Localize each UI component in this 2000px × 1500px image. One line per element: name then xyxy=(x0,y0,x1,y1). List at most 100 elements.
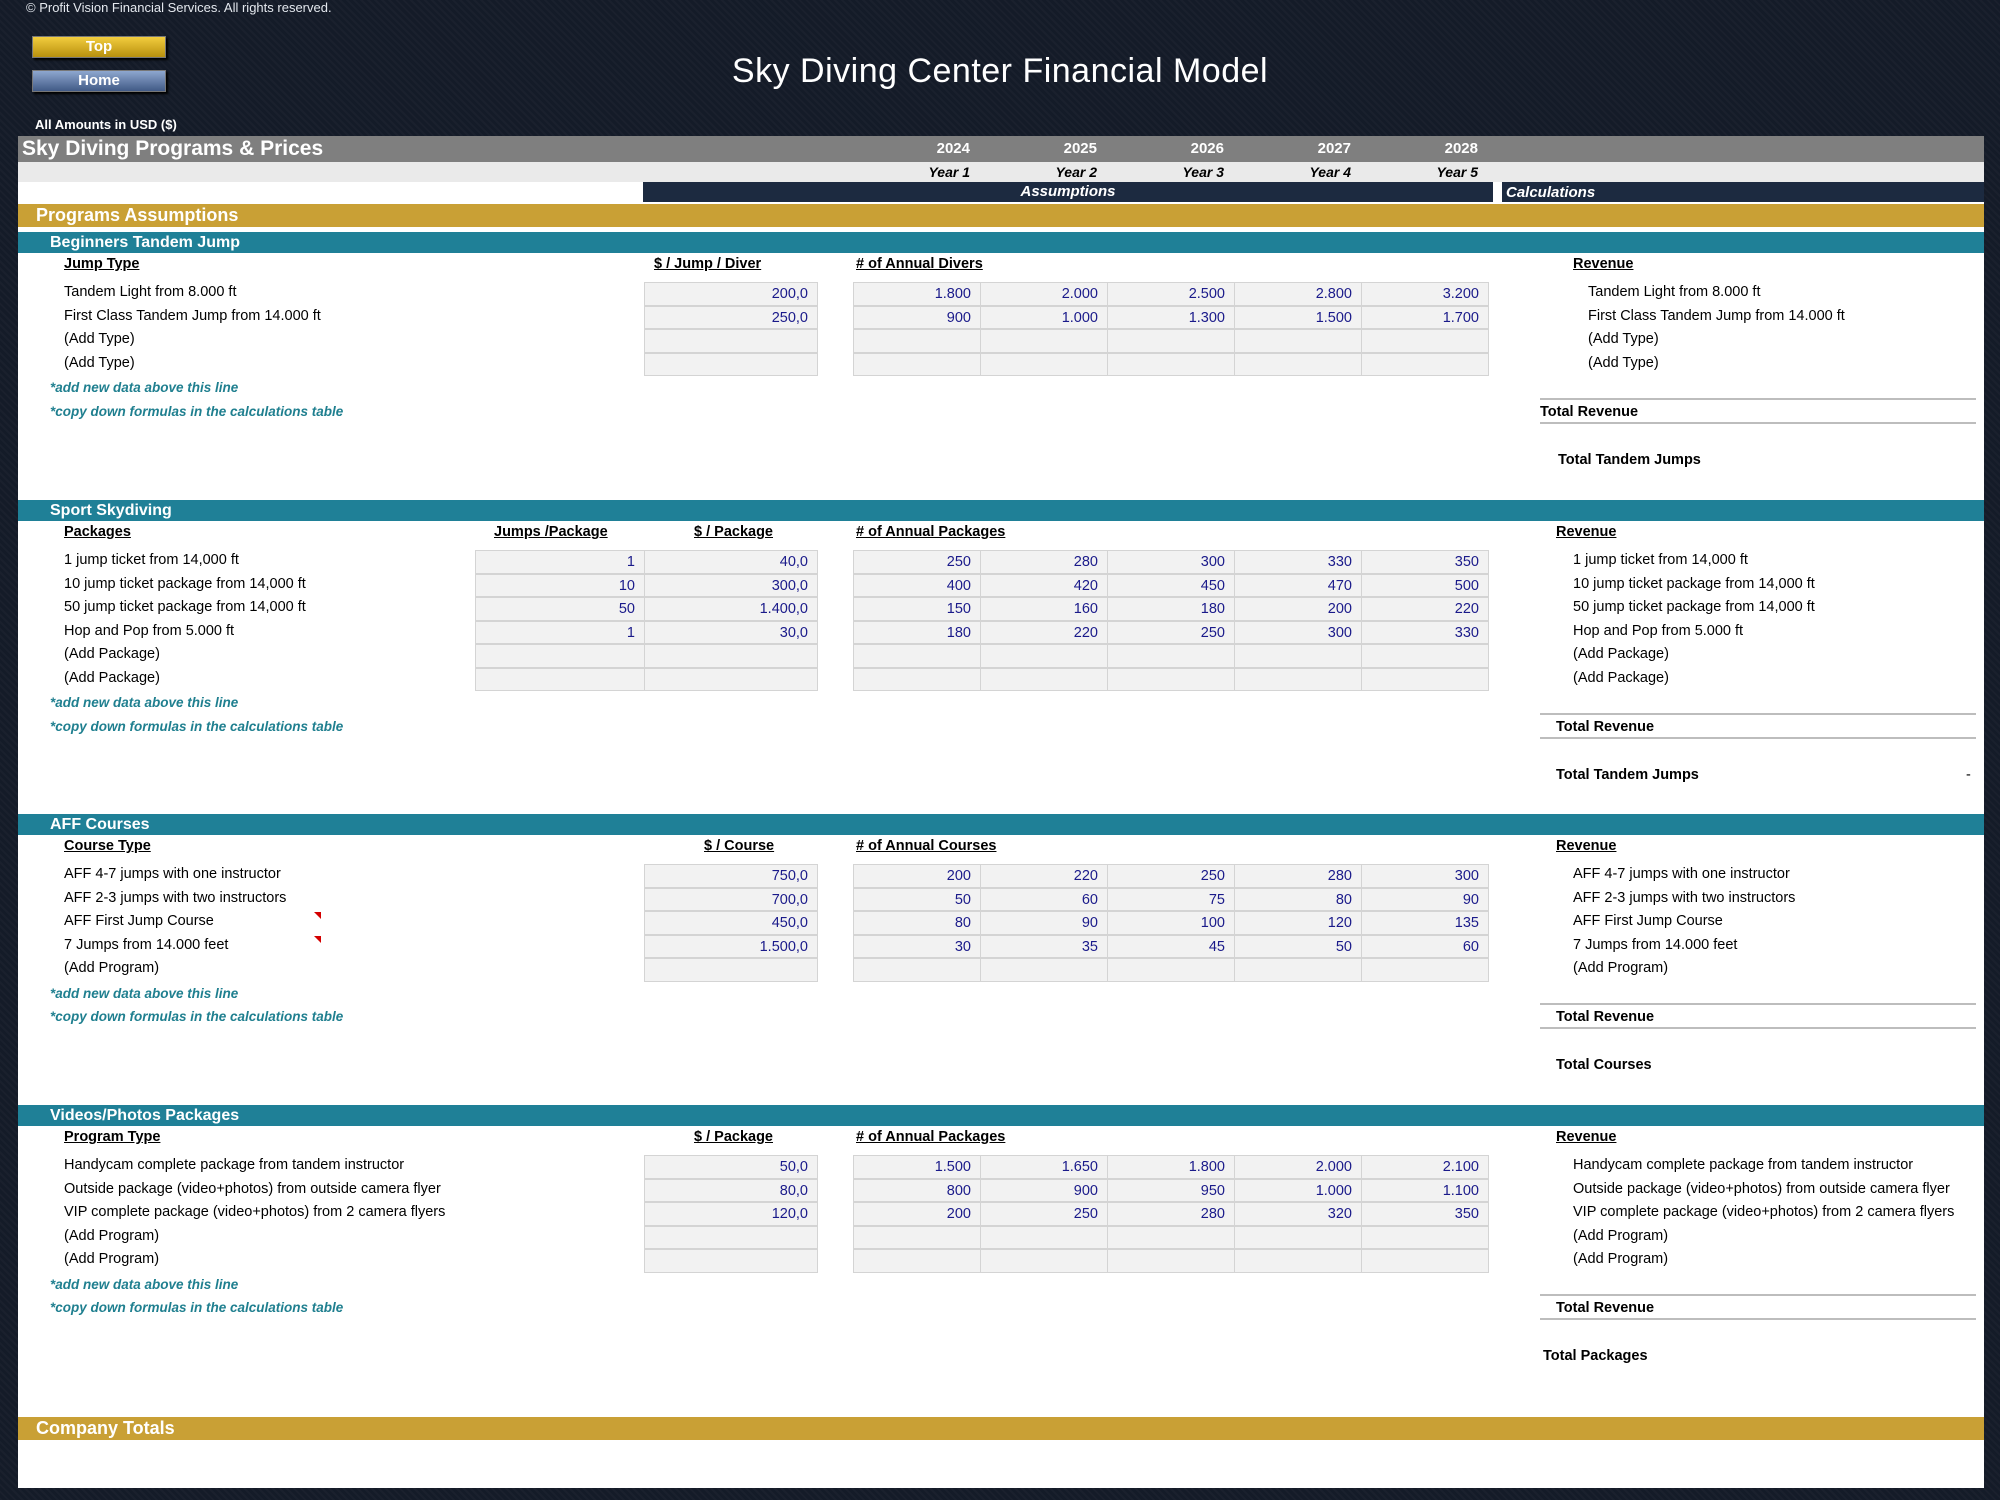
annual-count-input[interactable]: 330 xyxy=(1361,620,1489,644)
annual-count-input[interactable]: 470 xyxy=(1234,573,1362,597)
annual-count-input[interactable]: 250 xyxy=(853,550,981,574)
annual-count-input[interactable] xyxy=(980,644,1108,668)
price-input[interactable] xyxy=(644,329,818,353)
annual-count-input[interactable] xyxy=(1361,644,1489,668)
annual-count-input[interactable]: 1.000 xyxy=(980,305,1108,329)
price-input[interactable] xyxy=(644,1225,818,1249)
annual-count-input[interactable] xyxy=(1107,1225,1235,1249)
price-input[interactable]: 200,0 xyxy=(644,282,818,306)
annual-count-input[interactable]: 330 xyxy=(1234,550,1362,574)
annual-count-input[interactable] xyxy=(1361,352,1489,376)
annual-count-input[interactable]: 100 xyxy=(1107,911,1235,935)
annual-count-input[interactable] xyxy=(980,1225,1108,1249)
price-input[interactable] xyxy=(644,1249,818,1273)
annual-count-input[interactable]: 220 xyxy=(1361,597,1489,621)
annual-count-input[interactable]: 350 xyxy=(1361,550,1489,574)
annual-count-input[interactable]: 50 xyxy=(1234,934,1362,958)
price-input[interactable]: 750,0 xyxy=(644,864,818,888)
annual-count-input[interactable] xyxy=(980,1249,1108,1273)
jumps-per-package-input[interactable]: 10 xyxy=(475,573,645,597)
jumps-per-package-input[interactable]: 50 xyxy=(475,597,645,621)
annual-count-input[interactable] xyxy=(1107,958,1235,982)
annual-count-input[interactable] xyxy=(1234,644,1362,668)
annual-count-input[interactable]: 80 xyxy=(853,911,981,935)
price-input[interactable]: 1.400,0 xyxy=(644,597,818,621)
annual-count-input[interactable]: 450 xyxy=(1107,573,1235,597)
annual-count-input[interactable] xyxy=(980,958,1108,982)
annual-count-input[interactable] xyxy=(853,1249,981,1273)
annual-count-input[interactable]: 300 xyxy=(1234,620,1362,644)
annual-count-input[interactable]: 60 xyxy=(1361,934,1489,958)
annual-count-input[interactable]: 60 xyxy=(980,887,1108,911)
annual-count-input[interactable] xyxy=(1234,1249,1362,1273)
annual-count-input[interactable]: 280 xyxy=(980,550,1108,574)
annual-count-input[interactable]: 90 xyxy=(1361,887,1489,911)
annual-count-input[interactable]: 75 xyxy=(1107,887,1235,911)
annual-count-input[interactable]: 950 xyxy=(1107,1178,1235,1202)
price-input[interactable]: 30,0 xyxy=(644,620,818,644)
price-input[interactable] xyxy=(644,958,818,982)
annual-count-input[interactable]: 1.800 xyxy=(1107,1155,1235,1179)
annual-count-input[interactable] xyxy=(1361,667,1489,691)
annual-count-input[interactable]: 500 xyxy=(1361,573,1489,597)
top-button[interactable]: Top xyxy=(32,36,166,58)
annual-count-input[interactable]: 250 xyxy=(1107,620,1235,644)
annual-count-input[interactable]: 30 xyxy=(853,934,981,958)
annual-count-input[interactable]: 250 xyxy=(1107,864,1235,888)
annual-count-input[interactable]: 220 xyxy=(980,620,1108,644)
price-input[interactable]: 120,0 xyxy=(644,1202,818,1226)
annual-count-input[interactable]: 2.100 xyxy=(1361,1155,1489,1179)
price-input[interactable]: 450,0 xyxy=(644,911,818,935)
annual-count-input[interactable] xyxy=(1107,644,1235,668)
annual-count-input[interactable] xyxy=(980,329,1108,353)
annual-count-input[interactable] xyxy=(853,352,981,376)
annual-count-input[interactable]: 1.650 xyxy=(980,1155,1108,1179)
annual-count-input[interactable]: 320 xyxy=(1234,1202,1362,1226)
price-input[interactable]: 50,0 xyxy=(644,1155,818,1179)
annual-count-input[interactable]: 50 xyxy=(853,887,981,911)
annual-count-input[interactable] xyxy=(853,667,981,691)
annual-count-input[interactable] xyxy=(1234,958,1362,982)
jumps-per-package-input[interactable]: 1 xyxy=(475,620,645,644)
annual-count-input[interactable] xyxy=(853,644,981,668)
annual-count-input[interactable]: 1.500 xyxy=(1234,305,1362,329)
annual-count-input[interactable] xyxy=(1234,1225,1362,1249)
annual-count-input[interactable]: 2.800 xyxy=(1234,282,1362,306)
annual-count-input[interactable]: 2.500 xyxy=(1107,282,1235,306)
annual-count-input[interactable]: 300 xyxy=(1107,550,1235,574)
annual-count-input[interactable] xyxy=(1234,352,1362,376)
annual-count-input[interactable]: 150 xyxy=(853,597,981,621)
annual-count-input[interactable]: 120 xyxy=(1234,911,1362,935)
annual-count-input[interactable] xyxy=(1361,958,1489,982)
annual-count-input[interactable]: 1.700 xyxy=(1361,305,1489,329)
annual-count-input[interactable] xyxy=(980,667,1108,691)
annual-count-input[interactable] xyxy=(1234,667,1362,691)
price-input[interactable] xyxy=(644,352,818,376)
annual-count-input[interactable] xyxy=(1234,329,1362,353)
annual-count-input[interactable]: 80 xyxy=(1234,887,1362,911)
price-input[interactable]: 250,0 xyxy=(644,305,818,329)
home-button[interactable]: Home xyxy=(32,70,166,92)
price-input[interactable]: 700,0 xyxy=(644,887,818,911)
price-input[interactable] xyxy=(644,667,818,691)
annual-count-input[interactable]: 200 xyxy=(853,1202,981,1226)
annual-count-input[interactable]: 900 xyxy=(853,305,981,329)
annual-count-input[interactable]: 800 xyxy=(853,1178,981,1202)
annual-count-input[interactable]: 90 xyxy=(980,911,1108,935)
annual-count-input[interactable]: 350 xyxy=(1361,1202,1489,1226)
annual-count-input[interactable] xyxy=(853,329,981,353)
annual-count-input[interactable] xyxy=(1361,1249,1489,1273)
annual-count-input[interactable]: 1.100 xyxy=(1361,1178,1489,1202)
annual-count-input[interactable] xyxy=(980,352,1108,376)
annual-count-input[interactable]: 1.300 xyxy=(1107,305,1235,329)
annual-count-input[interactable] xyxy=(853,1225,981,1249)
annual-count-input[interactable]: 1.500 xyxy=(853,1155,981,1179)
annual-count-input[interactable]: 400 xyxy=(853,573,981,597)
annual-count-input[interactable]: 420 xyxy=(980,573,1108,597)
annual-count-input[interactable]: 160 xyxy=(980,597,1108,621)
annual-count-input[interactable]: 900 xyxy=(980,1178,1108,1202)
annual-count-input[interactable]: 180 xyxy=(853,620,981,644)
annual-count-input[interactable] xyxy=(1361,329,1489,353)
annual-count-input[interactable]: 180 xyxy=(1107,597,1235,621)
annual-count-input[interactable] xyxy=(1107,1249,1235,1273)
